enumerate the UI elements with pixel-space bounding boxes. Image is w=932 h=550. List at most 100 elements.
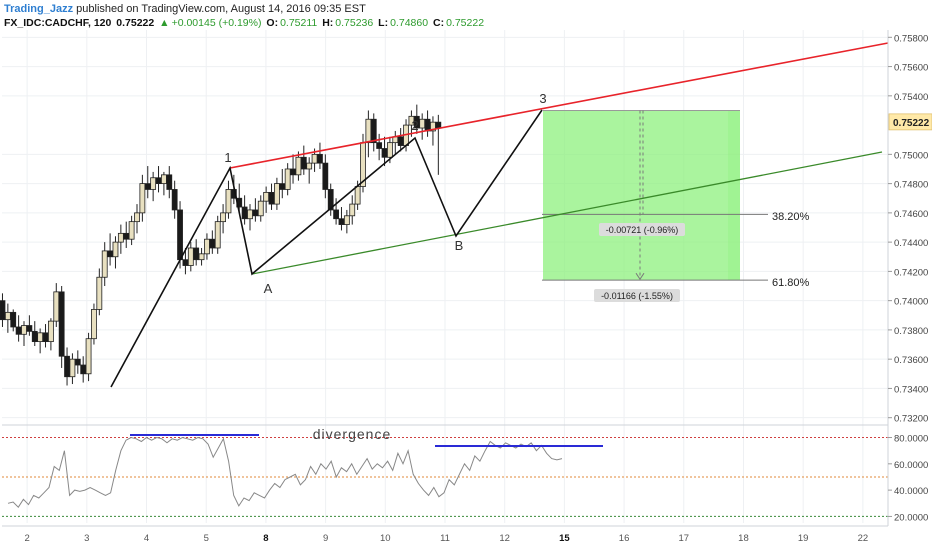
candle-body [37, 332, 44, 343]
time-tick-label: 19 [798, 533, 809, 544]
candle-body [435, 121, 442, 129]
price-tick-label: 0.73800 [894, 326, 928, 337]
candle-body [247, 209, 253, 220]
candle-body [397, 136, 404, 146]
candle-body [4, 311, 11, 321]
candle-body [290, 168, 296, 176]
measure-text-1: -0.00721 (-0.96%) [606, 225, 679, 235]
candle-body [177, 209, 183, 261]
divergence-label: divergence [313, 426, 392, 442]
measure-badge-2 [594, 289, 680, 302]
candle-body [209, 238, 216, 249]
candle-body [263, 191, 270, 202]
candle-body [31, 330, 38, 343]
symbol-label[interactable]: FX_IDC:CADCHF, 120 [4, 17, 112, 29]
candle-body [74, 358, 81, 366]
candle-body [338, 218, 345, 225]
author-link[interactable]: Trading_Jazz [4, 3, 74, 15]
rsi-tick-label: 60.0000 [894, 460, 928, 471]
support-trendline [251, 151, 883, 275]
candle-body [139, 183, 146, 214]
candle-body [107, 250, 113, 258]
candle-body [333, 209, 339, 220]
resistance-trendline [229, 42, 889, 169]
candle-body [187, 247, 194, 266]
price-tick-label: 0.73400 [894, 384, 928, 395]
price-tick-label: 0.75000 [894, 150, 928, 161]
candle-body [42, 332, 49, 343]
candle-body [349, 203, 356, 217]
candle-body [150, 177, 157, 190]
price-tick-label: 0.75800 [894, 33, 928, 44]
candle-body [419, 118, 426, 129]
candle-body [0, 300, 6, 321]
candle-body [80, 364, 87, 375]
price-tick-label: 0.74200 [894, 267, 928, 278]
candle-body [123, 232, 130, 240]
time-tick-label: 16 [619, 533, 630, 544]
candle-body [225, 189, 232, 214]
time-tick-label: 8 [263, 533, 268, 544]
measure-text-2: -0.01166 (-1.55%) [601, 291, 673, 301]
candle-body [21, 325, 27, 335]
time-tick-label: 17 [678, 533, 689, 544]
candle-body [381, 148, 388, 158]
close-label: C: [432, 17, 445, 29]
last-price: 0.75222 [116, 17, 155, 29]
price-tick-label: 0.73600 [894, 355, 928, 366]
candle-body [182, 259, 189, 266]
high-value: 0.75236 [335, 17, 374, 29]
candle-body [64, 355, 70, 378]
candle-body [26, 325, 33, 332]
candle-body [300, 156, 307, 170]
candle-body [295, 156, 302, 176]
measure-badge-1 [599, 223, 685, 236]
open-value: 0.75211 [280, 17, 318, 29]
high-label: H: [322, 17, 334, 29]
candle-body [112, 241, 119, 258]
open-label: O: [266, 17, 279, 29]
wave-label-a: A [264, 281, 273, 296]
candle-body [198, 253, 205, 261]
price-tick-label: 0.75600 [894, 63, 928, 74]
candle-body [322, 162, 329, 190]
candle-body [144, 183, 151, 190]
price-tick-label: 0.74400 [894, 238, 928, 249]
candle-body [171, 189, 178, 211]
time-tick-label: 4 [144, 533, 149, 544]
time-tick-label: 11 [440, 533, 450, 544]
candle-body [128, 221, 135, 240]
measure-arrow-icon [635, 272, 645, 281]
rsi-tick-label: 80.0000 [894, 434, 928, 445]
candle-body [220, 212, 226, 223]
ohlc-legend: FX_IDC:CADCHF, 120 0.75222 ▲ +0.00145 (+0… [4, 17, 486, 29]
candle-body [53, 291, 60, 322]
time-tick-label: 3 [84, 533, 89, 544]
candle-body [252, 209, 259, 217]
wave-path [110, 109, 543, 388]
candle-body [58, 291, 65, 357]
price-tick-label: 0.74000 [894, 297, 928, 308]
rsi-line [7, 436, 563, 508]
last-price-badge-text: 0.75222 [893, 118, 930, 129]
candle-body [85, 338, 92, 375]
candle-body [387, 142, 393, 158]
time-tick-label: 5 [204, 533, 209, 544]
candle-body [96, 276, 103, 310]
candle-body [48, 320, 54, 343]
publish-header: Trading_Jazz published on TradingView.co… [4, 3, 366, 15]
candle-body [241, 206, 248, 220]
candle-body [193, 247, 200, 261]
candle-body [69, 358, 76, 378]
price-tick-label: 0.74800 [894, 180, 928, 191]
candle-body [166, 174, 173, 190]
candle-body [134, 212, 140, 223]
candle-body [370, 118, 377, 144]
candle-body [343, 215, 350, 225]
time-tick-label: 10 [380, 533, 391, 544]
time-tick-label: 22 [858, 533, 869, 544]
time-tick-label: 18 [738, 533, 749, 544]
time-tick-label: 2 [24, 533, 29, 544]
